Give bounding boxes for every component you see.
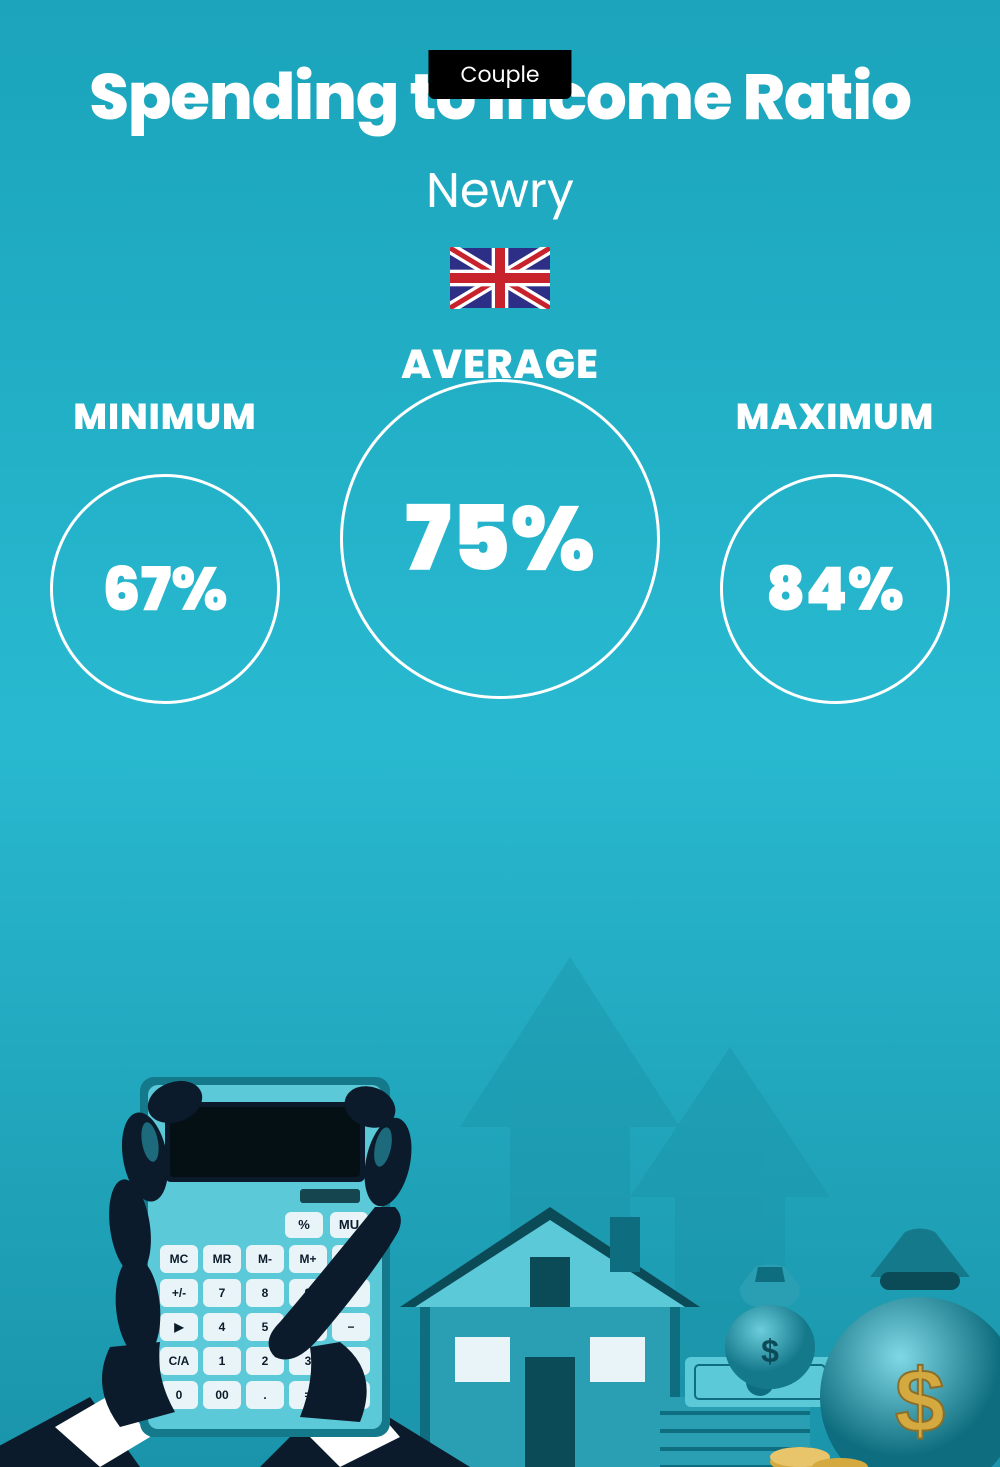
illustration-graphic: $ $ $ xyxy=(0,867,1000,1467)
svg-text:M-: M- xyxy=(258,1252,272,1266)
uk-flag-icon xyxy=(450,247,550,309)
svg-text:▶: ▶ xyxy=(173,1320,184,1334)
svg-text:M+: M+ xyxy=(299,1252,316,1266)
money-bag-large-icon: $ $ xyxy=(820,1229,1000,1467)
svg-text:2: 2 xyxy=(262,1354,269,1368)
minimum-circle: 67% xyxy=(50,474,280,704)
location-name: Newry xyxy=(0,155,1000,227)
svg-text:MU: MU xyxy=(339,1217,359,1232)
maximum-value: 84% xyxy=(766,544,904,634)
svg-text:4: 4 xyxy=(219,1320,226,1334)
svg-text:%: % xyxy=(298,1217,310,1232)
metric-minimum: MINIMUM 67% xyxy=(50,389,280,704)
minimum-label: MINIMUM xyxy=(73,389,256,444)
svg-text:+/-: +/- xyxy=(172,1286,186,1300)
minimum-value: 67% xyxy=(103,544,228,634)
svg-text:0: 0 xyxy=(176,1388,183,1402)
svg-text:$: $ xyxy=(761,1333,779,1369)
svg-text:7: 7 xyxy=(219,1286,226,1300)
svg-text:00: 00 xyxy=(215,1388,229,1402)
maximum-label: MAXIMUM xyxy=(736,389,934,444)
category-tag: Couple xyxy=(428,50,571,99)
svg-text:MR: MR xyxy=(213,1252,232,1266)
house-icon xyxy=(400,1207,700,1467)
average-circle: 75% xyxy=(340,379,660,699)
metric-maximum: MAXIMUM 84% xyxy=(720,389,950,704)
svg-text:MC: MC xyxy=(170,1252,189,1266)
metrics-row: MINIMUM 67% AVERAGE 75% MAXIMUM 84% xyxy=(0,389,1000,704)
svg-text:3: 3 xyxy=(305,1354,312,1368)
svg-text:8: 8 xyxy=(262,1286,269,1300)
maximum-circle: 84% xyxy=(720,474,950,704)
svg-text:1: 1 xyxy=(219,1354,226,1368)
hands-calculator-icon: % MU MCMRM-M+÷ +/-789× ▶456− C/A123+ 000… xyxy=(0,1074,470,1467)
svg-text:5: 5 xyxy=(262,1320,269,1334)
average-value: 75% xyxy=(405,471,595,607)
metric-average: AVERAGE 75% xyxy=(340,334,660,699)
svg-text:C/A: C/A xyxy=(169,1354,190,1368)
svg-text:$: $ xyxy=(895,1352,945,1452)
svg-text:.: . xyxy=(263,1388,266,1402)
svg-text:−: − xyxy=(347,1320,354,1334)
